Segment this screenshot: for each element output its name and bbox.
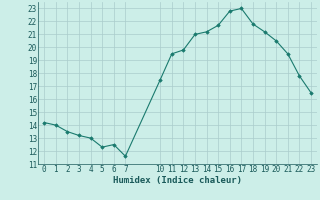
X-axis label: Humidex (Indice chaleur): Humidex (Indice chaleur)	[113, 176, 242, 185]
